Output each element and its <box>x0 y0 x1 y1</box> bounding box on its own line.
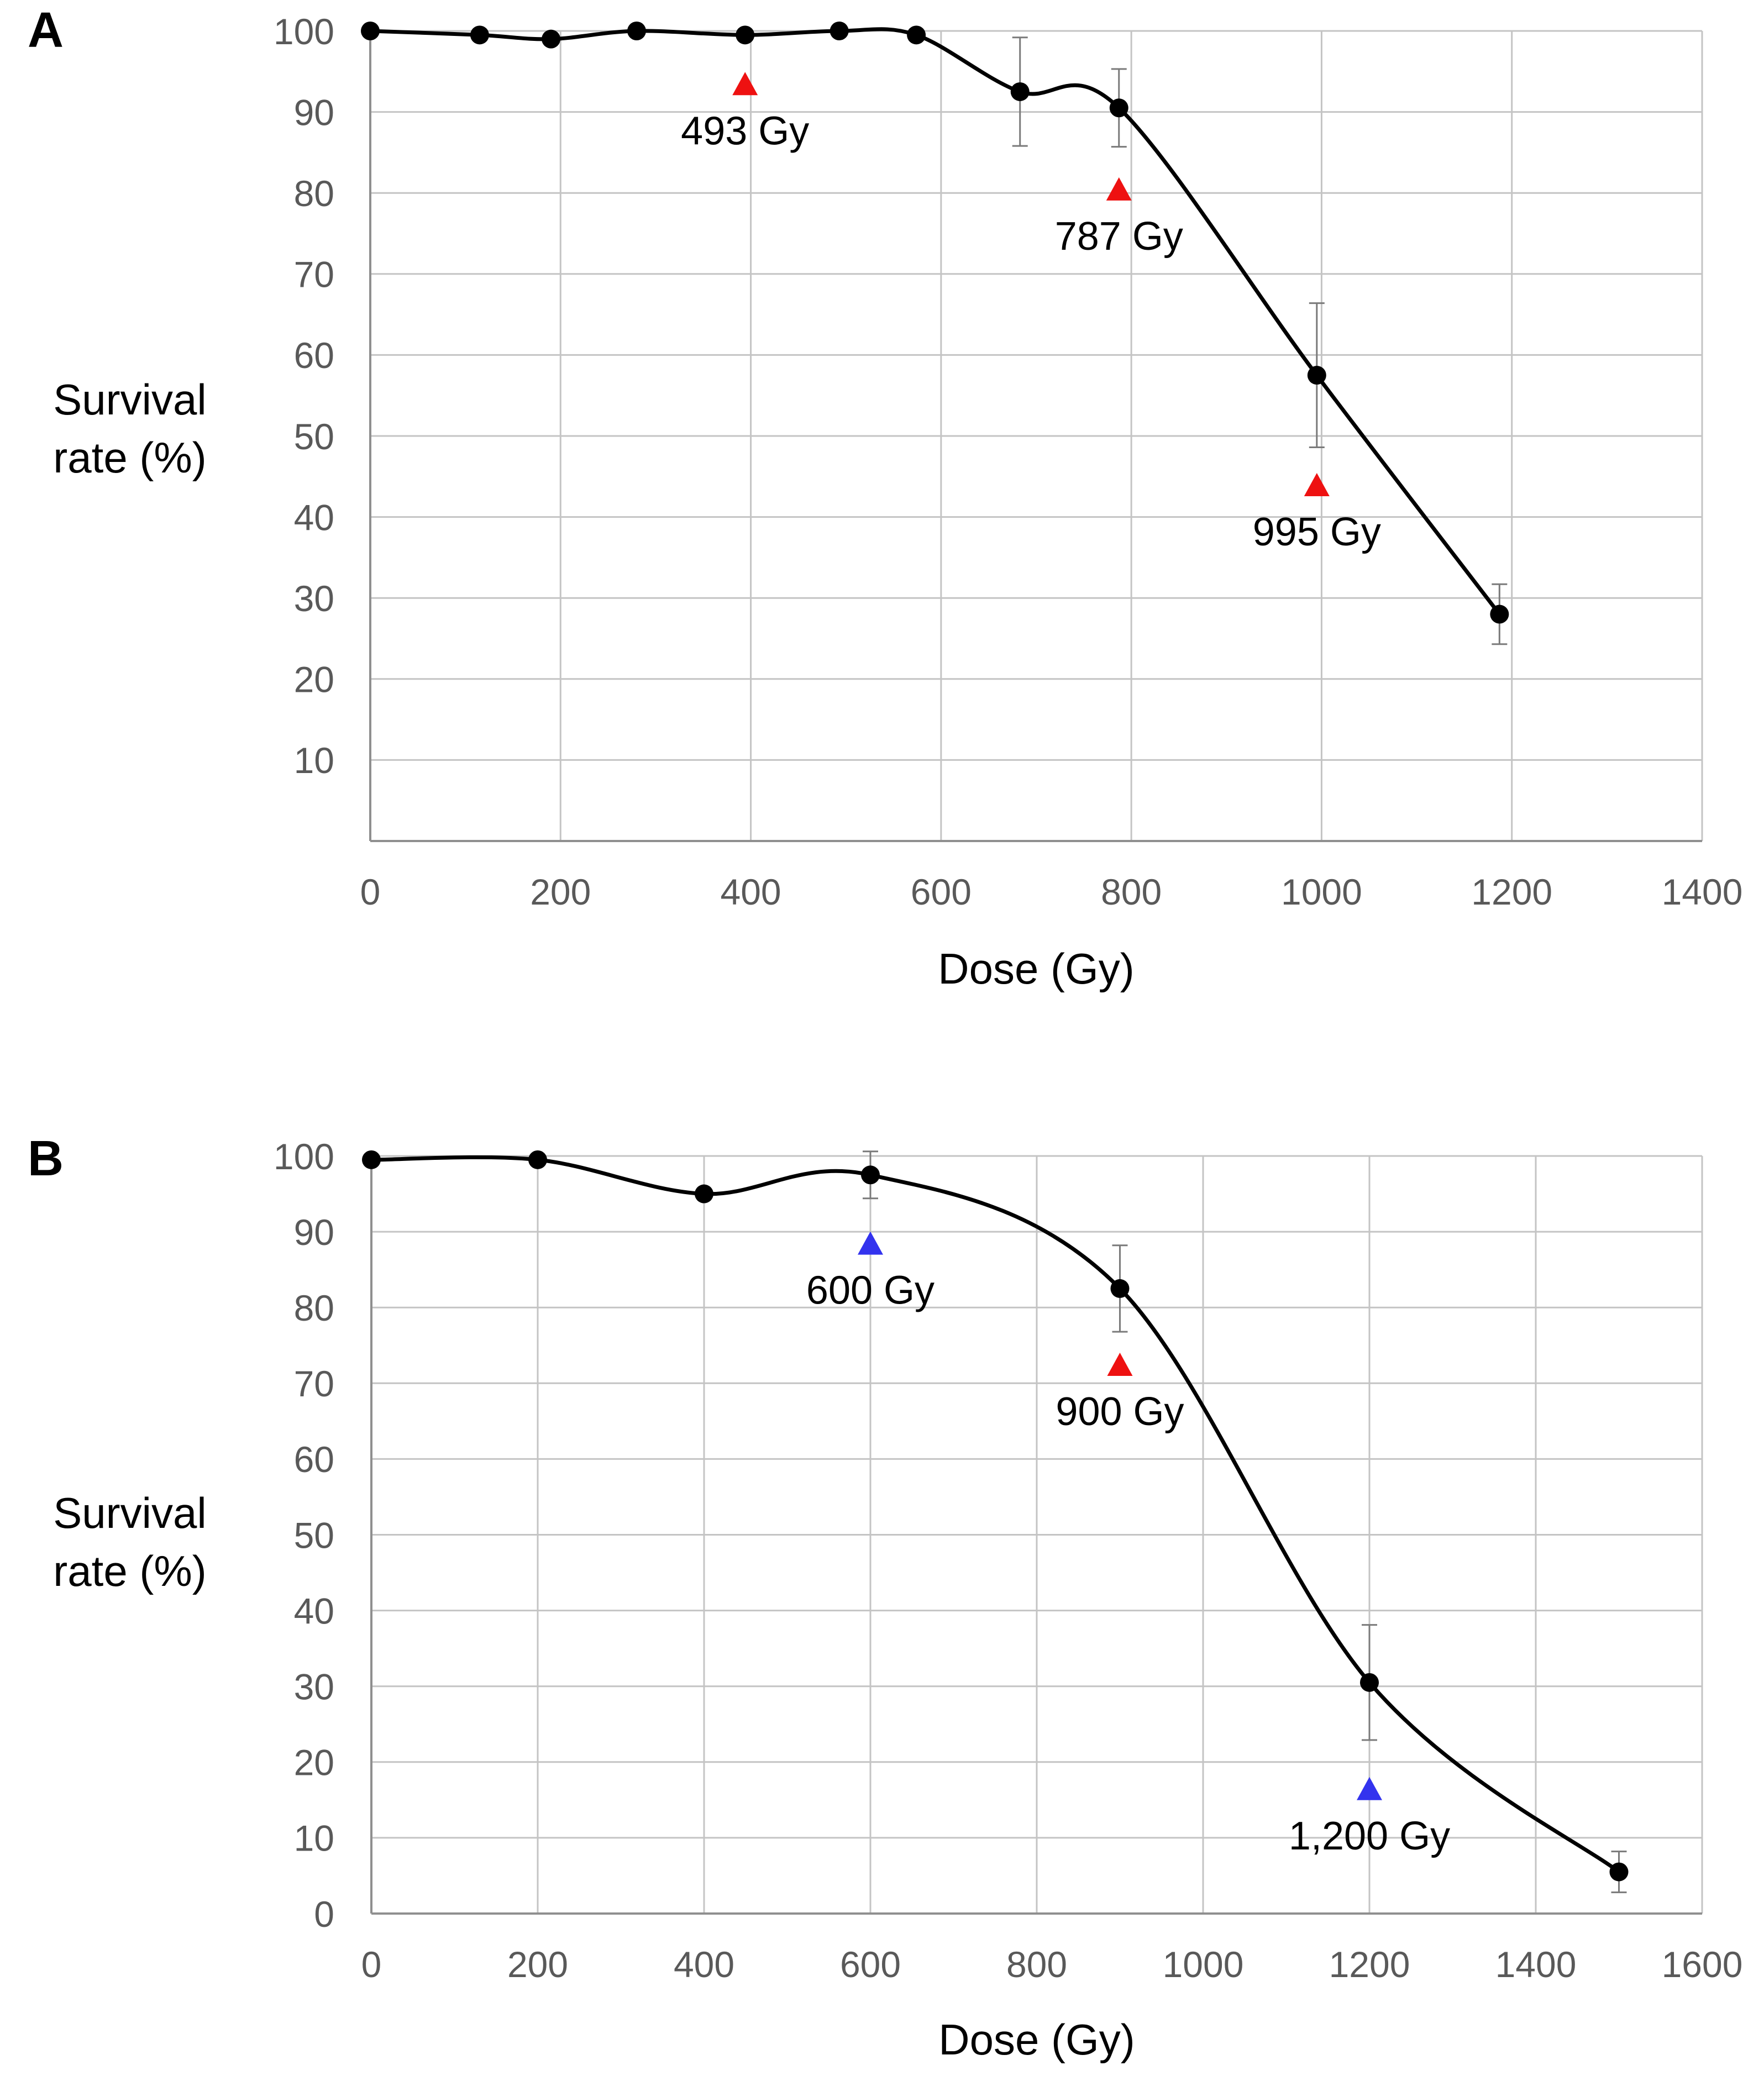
data-point <box>1110 1279 1130 1298</box>
data-point <box>907 25 926 45</box>
red-triangle-marker <box>1106 177 1132 201</box>
y-tick-label: 70 <box>294 1363 334 1404</box>
x-tick-label: 1200 <box>1471 871 1552 912</box>
x-tick-label: 1400 <box>1662 871 1743 912</box>
y-tick-label: 10 <box>294 1818 334 1859</box>
data-point <box>861 1165 880 1185</box>
data-point <box>528 1150 547 1169</box>
x-tick-label: 1000 <box>1163 1944 1244 1985</box>
panel-a-letter: A <box>28 3 64 58</box>
x-tick-label: 800 <box>1101 871 1162 912</box>
y-tick-label: 100 <box>274 1136 334 1177</box>
y-tick-label: 100 <box>274 11 334 52</box>
panel-b-letter: B <box>28 1131 64 1186</box>
annotation-label: 995 Gy <box>1253 510 1381 554</box>
x-tick-label: 800 <box>1006 1944 1067 1985</box>
y-tick-label: 30 <box>294 578 334 619</box>
annotation-label: 493 Gy <box>681 109 809 153</box>
y-axis-label: rate (%) <box>53 1547 206 1595</box>
blue-triangle-marker <box>1357 1777 1382 1800</box>
x-tick-label: 0 <box>361 1944 382 1985</box>
data-point <box>1360 1673 1379 1692</box>
annotation-label: 600 Gy <box>806 1269 935 1313</box>
y-tick-label: 60 <box>294 1439 334 1480</box>
y-axis-label: rate (%) <box>53 433 206 482</box>
y-tick-label: 30 <box>294 1666 334 1707</box>
y-tick-label: 70 <box>294 254 334 295</box>
y-axis-label: Survival <box>53 1489 206 1537</box>
red-triangle-marker <box>732 72 758 96</box>
x-tick-label: 400 <box>674 1944 734 1985</box>
data-point <box>830 22 849 40</box>
x-tick-label: 1000 <box>1281 871 1362 912</box>
annotation-label: 1,200 Gy <box>1289 1814 1450 1858</box>
red-triangle-marker <box>1107 1353 1133 1376</box>
data-point <box>1609 1862 1629 1881</box>
data-point <box>736 25 755 45</box>
data-point <box>1490 605 1509 624</box>
y-tick-label: 10 <box>294 740 334 781</box>
x-axis-label: Dose (Gy) <box>938 2015 1135 2064</box>
y-tick-label: 90 <box>294 1212 334 1253</box>
y-tick-label: 50 <box>294 1515 334 1555</box>
x-tick-label: 1600 <box>1662 1944 1743 1985</box>
annotation-label: 787 Gy <box>1055 214 1183 259</box>
y-tick-label: 0 <box>314 1894 334 1935</box>
x-tick-label: 400 <box>721 871 781 912</box>
x-tick-label: 200 <box>507 1944 568 1985</box>
data-point <box>1109 98 1128 118</box>
data-point <box>542 29 561 49</box>
x-tick-label: 600 <box>840 1944 901 1985</box>
red-triangle-marker <box>1304 472 1330 496</box>
panel-a-chart: A 0 200 400 600 800 1000 1200 1400 10 20 30 40 50 60 7… <box>28 3 1742 993</box>
blue-triangle-marker <box>858 1231 883 1255</box>
data-point <box>470 25 489 45</box>
x-tick-label: 1200 <box>1329 1944 1410 1985</box>
survival-curve <box>371 1155 1620 1874</box>
y-tick-label: 40 <box>294 1590 334 1631</box>
data-point <box>1010 82 1030 101</box>
y-tick-label: 80 <box>294 1287 334 1328</box>
annotation-label: 900 Gy <box>1056 1390 1184 1434</box>
y-tick-label: 50 <box>294 416 334 457</box>
y-tick-label: 20 <box>294 1742 334 1783</box>
y-tick-label: 20 <box>294 659 334 700</box>
panel-b-chart: B 0 200 400 600 800 1000 1200 1400 1600 0 10 20 30 40… <box>28 1131 1742 2064</box>
y-tick-label: 40 <box>294 497 334 538</box>
x-tick-label: 1400 <box>1495 1944 1577 1985</box>
x-tick-label: 200 <box>530 871 591 912</box>
x-tick-label: 0 <box>360 871 381 912</box>
data-point <box>362 1150 381 1169</box>
x-tick-label: 600 <box>911 871 972 912</box>
y-tick-label: 60 <box>294 335 334 376</box>
data-point <box>695 1184 713 1203</box>
data-point <box>1307 366 1326 385</box>
y-tick-label: 90 <box>294 92 334 133</box>
y-tick-label: 80 <box>294 173 334 214</box>
data-point <box>361 22 380 40</box>
y-axis-label: Survival <box>53 375 206 424</box>
data-point <box>627 22 646 40</box>
x-axis-label: Dose (Gy) <box>938 944 1134 993</box>
